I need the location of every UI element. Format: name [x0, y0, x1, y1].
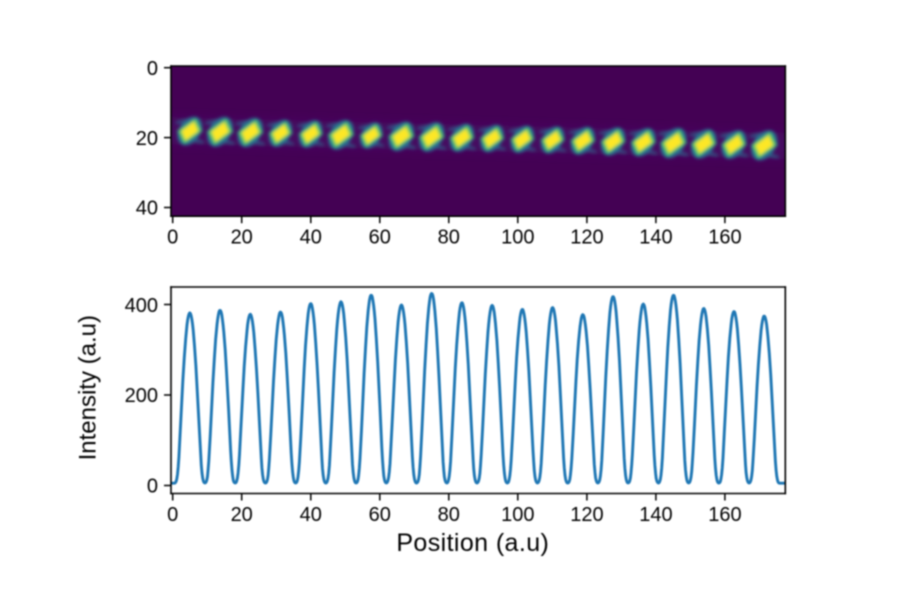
svg-text:100: 100 — [501, 227, 534, 249]
svg-text:200: 200 — [125, 385, 158, 407]
svg-text:Intensity (a.u): Intensity (a.u) — [75, 315, 102, 460]
svg-text:120: 120 — [570, 227, 603, 249]
svg-text:0: 0 — [147, 58, 158, 80]
svg-text:40: 40 — [300, 227, 322, 249]
svg-text:20: 20 — [231, 227, 253, 249]
svg-text:60: 60 — [369, 504, 391, 526]
svg-text:60: 60 — [369, 227, 391, 249]
svg-text:40: 40 — [300, 504, 322, 526]
svg-text:160: 160 — [708, 227, 741, 249]
svg-text:80: 80 — [438, 227, 460, 249]
svg-text:Position (a.u): Position (a.u) — [396, 529, 549, 557]
svg-text:40: 40 — [136, 198, 158, 220]
svg-text:400: 400 — [125, 295, 158, 317]
svg-text:20: 20 — [136, 128, 158, 150]
svg-text:100: 100 — [501, 504, 534, 526]
svg-text:140: 140 — [639, 227, 672, 249]
svg-text:0: 0 — [167, 504, 178, 526]
svg-text:160: 160 — [708, 504, 741, 526]
svg-text:120: 120 — [570, 504, 603, 526]
svg-text:20: 20 — [231, 504, 253, 526]
svg-text:0: 0 — [167, 227, 178, 249]
svg-text:80: 80 — [438, 504, 460, 526]
svg-text:0: 0 — [147, 476, 158, 498]
svg-text:140: 140 — [639, 504, 672, 526]
